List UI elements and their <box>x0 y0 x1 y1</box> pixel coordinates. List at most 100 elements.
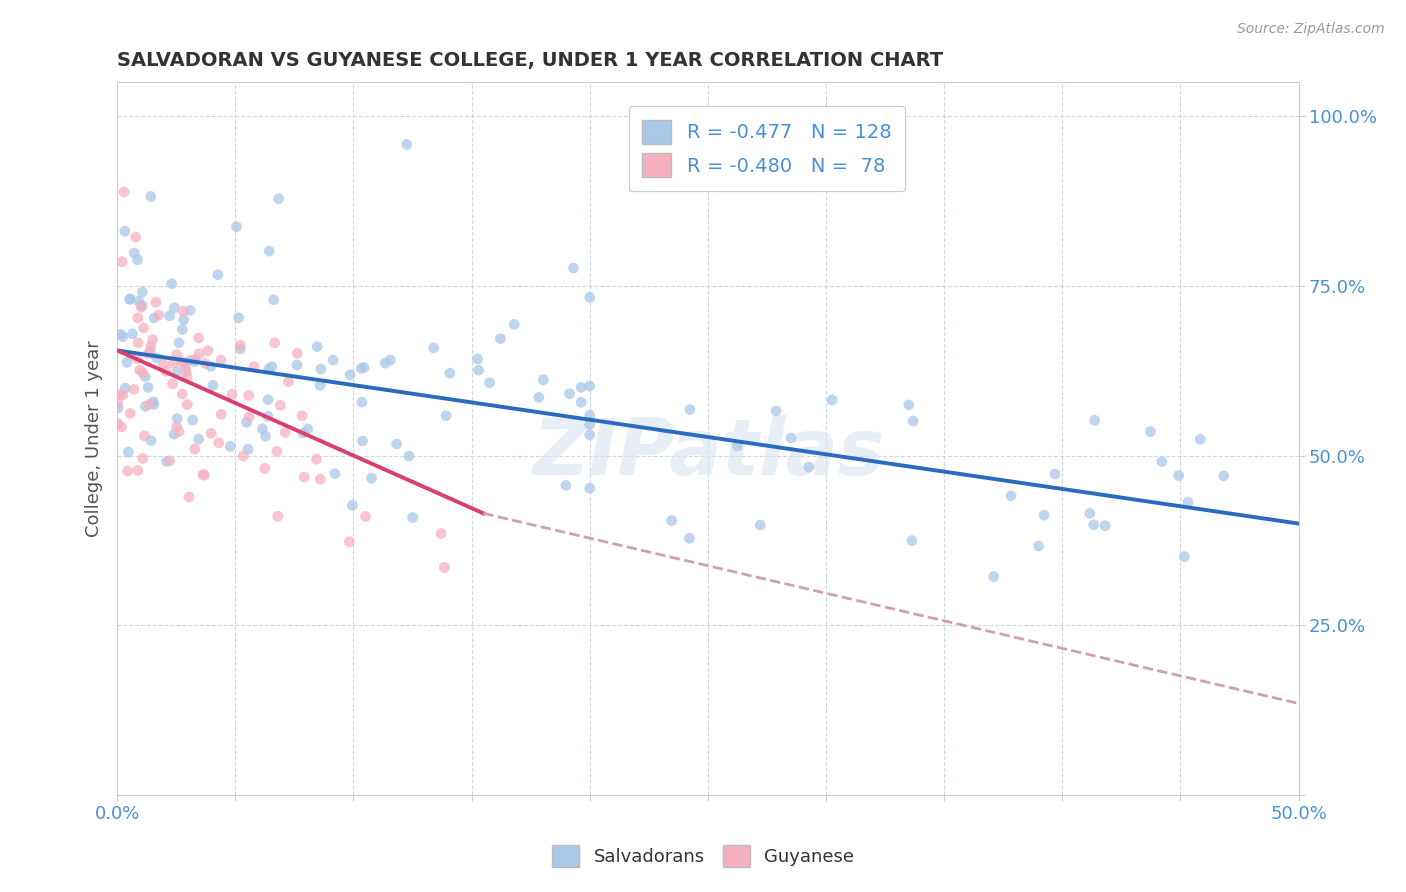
Point <box>797 460 820 475</box>
Point <box>353 360 375 375</box>
Point <box>1212 468 1234 483</box>
Point <box>145 295 167 310</box>
Point <box>134 369 156 384</box>
Point <box>166 365 188 379</box>
Point <box>578 290 600 304</box>
Point <box>323 467 346 481</box>
Point <box>292 470 315 484</box>
Point <box>159 454 181 468</box>
Point <box>1043 467 1066 481</box>
Point <box>194 357 217 371</box>
Point <box>166 347 188 361</box>
Point <box>115 355 138 369</box>
Point <box>257 244 280 259</box>
Point <box>277 375 299 389</box>
Point <box>179 303 201 318</box>
Point <box>172 387 194 401</box>
Point <box>578 409 600 423</box>
Point <box>661 514 683 528</box>
Point <box>173 355 195 369</box>
Point <box>1083 413 1105 427</box>
Point <box>267 509 290 524</box>
Point <box>725 439 748 453</box>
Point <box>202 378 225 392</box>
Point <box>901 414 924 428</box>
Point <box>263 293 285 307</box>
Point <box>172 322 194 336</box>
Point <box>200 359 222 374</box>
Point <box>235 415 257 429</box>
Point <box>174 360 197 375</box>
Point <box>266 444 288 458</box>
Point <box>163 301 186 315</box>
Point <box>176 370 198 384</box>
Point <box>238 409 260 424</box>
Point <box>184 352 207 367</box>
Point <box>184 442 207 456</box>
Point <box>143 311 166 326</box>
Point <box>285 346 308 360</box>
Point <box>243 359 266 374</box>
Point <box>578 417 600 432</box>
Point <box>142 333 165 347</box>
Point <box>307 340 329 354</box>
Point <box>156 454 179 468</box>
Point <box>1083 517 1105 532</box>
Point <box>122 382 145 396</box>
Point <box>679 402 702 417</box>
Point <box>901 533 924 548</box>
Point <box>1150 454 1173 468</box>
Point <box>187 331 209 345</box>
Point <box>114 224 136 238</box>
Point <box>112 185 135 199</box>
Point <box>305 452 328 467</box>
Point <box>219 439 242 453</box>
Point <box>257 362 280 376</box>
Point <box>111 329 134 343</box>
Point <box>167 425 190 439</box>
Point <box>188 347 211 361</box>
Point <box>193 468 215 483</box>
Point <box>337 534 360 549</box>
Point <box>136 347 159 361</box>
Legend: R = -0.477   N = 128, R = -0.480   N =  78: R = -0.477 N = 128, R = -0.480 N = 78 <box>628 106 905 191</box>
Point <box>291 409 314 423</box>
Point <box>111 388 134 402</box>
Point <box>200 426 222 441</box>
Point <box>207 268 229 282</box>
Point <box>260 359 283 374</box>
Point <box>110 327 132 342</box>
Point <box>527 390 550 404</box>
Point <box>569 380 592 394</box>
Point <box>131 299 153 313</box>
Point <box>191 467 214 482</box>
Point <box>274 425 297 440</box>
Point <box>434 409 457 423</box>
Point <box>209 353 232 368</box>
Point <box>253 461 276 475</box>
Point <box>678 531 700 545</box>
Point <box>252 422 274 436</box>
Point <box>138 397 160 411</box>
Point <box>1173 549 1195 564</box>
Point <box>257 392 280 407</box>
Point <box>155 364 177 378</box>
Point <box>765 404 787 418</box>
Point <box>162 356 184 370</box>
Point <box>127 463 149 477</box>
Point <box>107 417 129 431</box>
Point <box>398 449 420 463</box>
Point <box>107 401 129 415</box>
Point <box>309 472 332 486</box>
Point <box>166 411 188 425</box>
Point <box>209 408 232 422</box>
Point <box>309 362 332 376</box>
Point <box>127 310 149 325</box>
Point <box>422 341 444 355</box>
Point <box>380 353 402 368</box>
Point <box>229 342 252 356</box>
Point <box>374 356 396 370</box>
Point <box>983 569 1005 583</box>
Point <box>107 396 129 410</box>
Point <box>145 351 167 365</box>
